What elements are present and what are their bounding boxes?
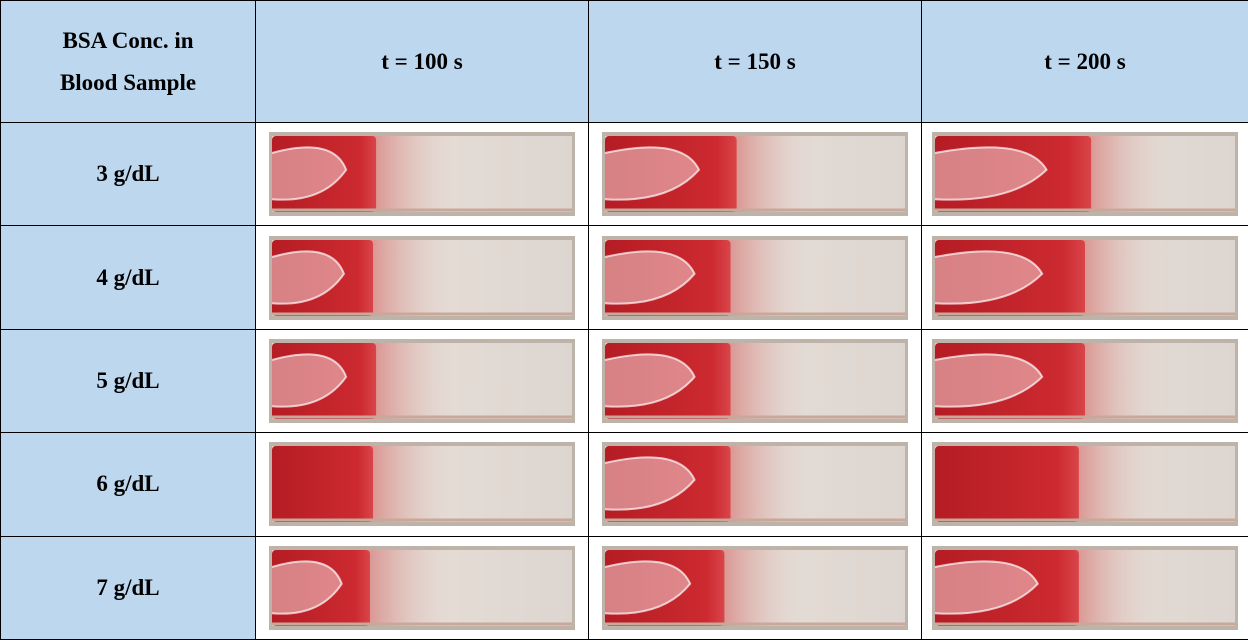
- wet-zone: [369, 240, 449, 316]
- strip-photo: [932, 236, 1238, 320]
- table-row: 3 g/dL: [1, 123, 1248, 226]
- strip-cell: [256, 433, 589, 536]
- strip-cell: [589, 536, 922, 639]
- strip-cell: [589, 433, 922, 536]
- strip-photo: [932, 442, 1238, 526]
- strip-cell: [256, 536, 589, 639]
- blood: [935, 446, 1079, 522]
- strip-photo: [932, 132, 1238, 216]
- strip-cell: [589, 329, 922, 432]
- wet-zone: [1087, 136, 1167, 212]
- table-row: 6 g/dL: [1, 433, 1248, 536]
- strip-photo: [269, 546, 575, 630]
- strip-cell: [922, 123, 1248, 226]
- strip-cell: [256, 329, 589, 432]
- table-row: 5 g/dL: [1, 329, 1248, 432]
- wet-zone: [366, 550, 446, 626]
- wet-zone: [1081, 240, 1161, 316]
- strip-photo: [602, 442, 908, 526]
- wet-zone: [372, 136, 452, 212]
- strip-photo: [932, 546, 1238, 630]
- strip-photo: [602, 546, 908, 630]
- strip-photo: [602, 236, 908, 320]
- wet-zone: [727, 343, 807, 419]
- wet-zone: [369, 446, 449, 522]
- strip-photo: [602, 339, 908, 423]
- strip-photo: [269, 339, 575, 423]
- row-label: 3 g/dL: [1, 123, 256, 226]
- header-line: Blood Sample: [1, 62, 255, 104]
- strip-cell: [256, 226, 589, 329]
- strip-photo: [932, 339, 1238, 423]
- table-row: 4 g/dL: [1, 226, 1248, 329]
- table-row: 7 g/dL: [1, 536, 1248, 639]
- strip-cell: [922, 433, 1248, 536]
- strip-photo: [269, 236, 575, 320]
- wet-zone: [1075, 550, 1155, 626]
- page: {"table": {"header": [["BSA Conc. in", "…: [0, 0, 1248, 640]
- strip-cell: [256, 123, 589, 226]
- row-label: 4 g/dL: [1, 226, 256, 329]
- row-label: 5 g/dL: [1, 329, 256, 432]
- wet-zone: [720, 550, 800, 626]
- wet-zone: [1081, 343, 1161, 419]
- strip-cell: [922, 226, 1248, 329]
- row-label: 7 g/dL: [1, 536, 256, 639]
- strip-cell: [589, 226, 922, 329]
- column-header: t = 150 s: [589, 1, 922, 123]
- wet-zone: [727, 446, 807, 522]
- column-header: t = 100 s: [256, 1, 589, 123]
- strip-cell: [922, 329, 1248, 432]
- row-label: 6 g/dL: [1, 433, 256, 536]
- strip-cell: [922, 536, 1248, 639]
- wet-zone: [727, 240, 807, 316]
- wet-zone: [372, 343, 452, 419]
- strip-photo: [269, 132, 575, 216]
- blood: [272, 446, 373, 522]
- results-table: BSA Conc. inBlood Samplet = 100 st = 150…: [0, 0, 1248, 640]
- header-line: BSA Conc. in: [1, 20, 255, 62]
- strip-photo: [602, 132, 908, 216]
- strip-photo: [269, 442, 575, 526]
- wet-zone: [1075, 446, 1155, 522]
- column-header: t = 200 s: [922, 1, 1248, 123]
- strip-cell: [589, 123, 922, 226]
- wet-zone: [733, 136, 813, 212]
